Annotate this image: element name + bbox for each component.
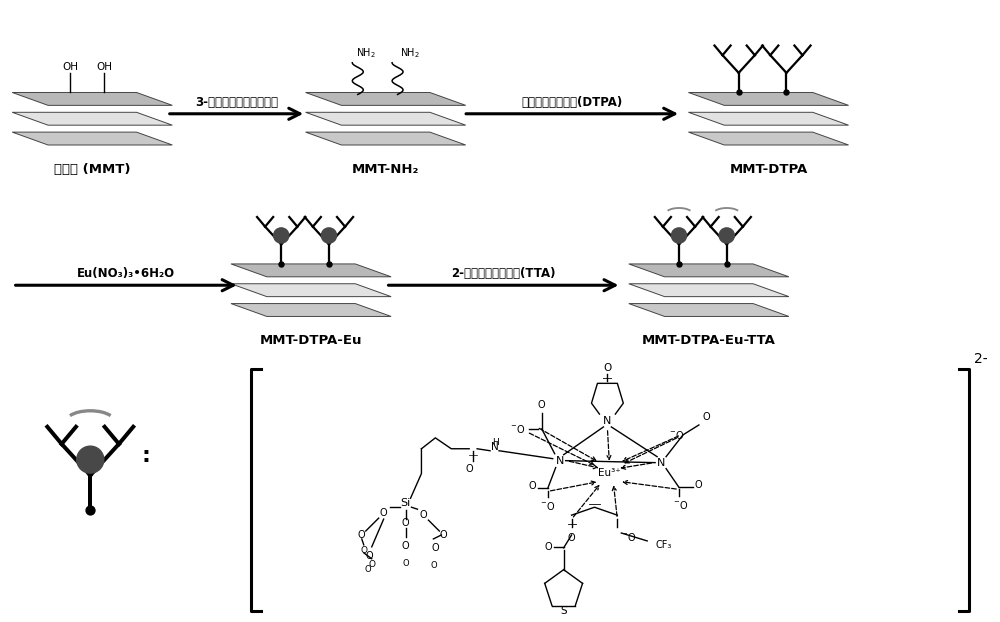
Text: O: O (358, 530, 366, 540)
Text: MMT-NH₂: MMT-NH₂ (352, 163, 419, 176)
Text: O: O (695, 480, 703, 490)
Circle shape (671, 228, 687, 243)
Polygon shape (12, 93, 172, 105)
Circle shape (77, 446, 104, 473)
Text: H: H (492, 438, 498, 447)
Text: MMT-DTPA-Eu: MMT-DTPA-Eu (260, 334, 362, 347)
Polygon shape (12, 113, 172, 125)
Text: O: O (420, 510, 427, 520)
Text: OH: OH (96, 62, 112, 72)
Polygon shape (688, 93, 849, 105)
Text: O: O (380, 508, 387, 518)
Polygon shape (231, 284, 391, 297)
Polygon shape (688, 132, 849, 145)
Polygon shape (629, 304, 789, 317)
Text: O: O (465, 463, 473, 473)
Text: $^{-}$O: $^{-}$O (673, 499, 689, 511)
Text: MMT-DTPA: MMT-DTPA (729, 163, 808, 176)
Text: O: O (538, 400, 546, 410)
Text: O: O (402, 559, 409, 568)
Circle shape (274, 228, 289, 243)
Text: O: O (544, 542, 552, 552)
Text: 二乙基三胺五乙酸(DTPA): 二乙基三胺五乙酸(DTPA) (521, 96, 623, 109)
Polygon shape (12, 132, 172, 145)
Text: :: : (142, 446, 151, 466)
Text: 2-噻吩甲酰三氟丙酮(TTA): 2-噻吩甲酰三氟丙酮(TTA) (451, 267, 556, 281)
Text: O: O (440, 530, 447, 540)
Text: N: N (657, 458, 665, 468)
Circle shape (719, 228, 734, 243)
Text: O: O (430, 561, 437, 570)
Text: N: N (603, 416, 612, 426)
Polygon shape (629, 284, 789, 297)
Circle shape (321, 228, 337, 243)
Text: Eu³⁺: Eu³⁺ (598, 468, 621, 478)
Polygon shape (306, 132, 466, 145)
Polygon shape (629, 264, 789, 277)
Text: $^{-}$O: $^{-}$O (669, 429, 684, 441)
Text: O: O (568, 533, 575, 543)
Text: $^{-}$O: $^{-}$O (621, 531, 637, 543)
Polygon shape (306, 93, 466, 105)
Text: 2-: 2- (974, 353, 988, 366)
Text: O: O (528, 481, 536, 491)
Text: NH$_2$: NH$_2$ (356, 46, 376, 60)
Text: 蒙脱土 (MMT): 蒙脱土 (MMT) (54, 163, 131, 176)
Text: O: O (364, 565, 371, 573)
Polygon shape (688, 113, 849, 125)
Polygon shape (231, 264, 391, 277)
Text: O: O (368, 560, 375, 569)
Text: O: O (603, 363, 612, 373)
Text: 3-氨基丙基三乙氧基硅烷: 3-氨基丙基三乙氧基硅烷 (195, 96, 278, 109)
Text: O: O (402, 541, 409, 551)
Text: N: N (555, 456, 564, 466)
Text: $^{-}$O: $^{-}$O (540, 500, 555, 513)
Text: Si: Si (400, 498, 411, 508)
Text: S: S (560, 606, 567, 616)
Text: O: O (360, 546, 367, 555)
Text: O: O (366, 551, 374, 561)
Polygon shape (306, 113, 466, 125)
Polygon shape (231, 304, 391, 317)
Text: NH$_2$: NH$_2$ (400, 46, 419, 60)
Text: O: O (402, 518, 409, 528)
Text: CF₃: CF₃ (655, 540, 672, 550)
Text: MMT-DTPA-Eu-TTA: MMT-DTPA-Eu-TTA (642, 334, 776, 347)
Text: Eu(NO₃)₃•6H₂O: Eu(NO₃)₃•6H₂O (77, 267, 175, 281)
Text: OH: OH (62, 62, 78, 72)
Text: N: N (491, 442, 499, 452)
Text: O: O (432, 543, 439, 553)
Text: O: O (703, 412, 710, 422)
Text: $^{-}$O: $^{-}$O (510, 423, 525, 435)
